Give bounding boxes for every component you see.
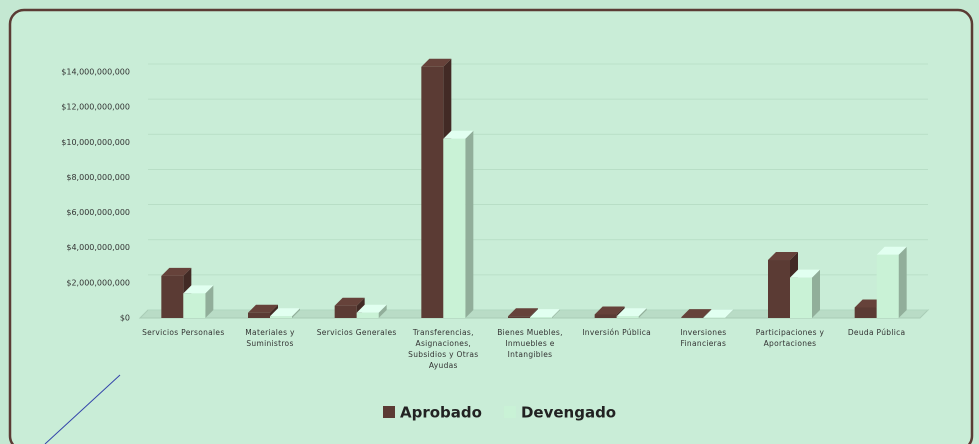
y-tick-label: $4,000,000,000 (66, 243, 130, 252)
y-tick-label: $8,000,000,000 (66, 173, 130, 182)
y-tick-label: $6,000,000,000 (66, 208, 130, 217)
bar-top (421, 58, 452, 67)
bar (876, 254, 899, 318)
bar (508, 316, 530, 318)
bar-side (378, 304, 387, 318)
bar (161, 275, 184, 318)
x-tick-label: Inversiones Financieras (680, 328, 727, 348)
bar-side (552, 309, 560, 318)
bar (616, 316, 639, 318)
y-tick-label: $0 (120, 314, 130, 323)
x-tick-label: Participaciones y Aportaciones (755, 328, 825, 348)
y-tick-label: $14,000,000,000 (61, 68, 130, 77)
bar-top (356, 304, 387, 313)
bar (443, 138, 466, 318)
legend-swatch (383, 406, 395, 418)
bar-top (183, 285, 214, 294)
bar-top (876, 246, 907, 255)
chart-frame (8, 8, 974, 444)
bar (768, 260, 790, 318)
bar-top (443, 130, 474, 139)
bar (248, 312, 270, 318)
bar-side (292, 308, 300, 318)
bar (790, 277, 812, 318)
bar-side (638, 308, 647, 318)
bar-top (248, 304, 278, 313)
legend-label: Aprobado (400, 404, 482, 422)
bar (183, 293, 206, 318)
bar (356, 312, 379, 318)
bar-top (681, 309, 712, 318)
x-tick-label: Inversión Pública (582, 328, 652, 337)
bar-side (898, 246, 907, 318)
y-tick-label: $2,000,000,000 (66, 278, 130, 287)
bar (530, 317, 552, 318)
bar-top (616, 308, 647, 317)
bar (334, 305, 357, 318)
bar (594, 314, 617, 318)
bar (270, 316, 292, 318)
bar (854, 307, 877, 318)
y-tick-label: $10,000,000,000 (61, 138, 130, 147)
x-tick-label: Bienes Muebles, Inmuebles e Intangibles (497, 328, 563, 359)
legend-swatch (503, 406, 516, 418)
bar-side (725, 309, 734, 318)
bar-side (205, 285, 214, 318)
bar-top (790, 269, 820, 278)
bar-top (508, 308, 538, 317)
decor-line (44, 374, 121, 444)
y-tick-label: $12,000,000,000 (61, 103, 130, 112)
bar-top (270, 308, 300, 317)
x-tick-label: Servicios Personales (142, 328, 225, 337)
x-tick-label: Transferencias, Asignaciones, Subsidios … (408, 328, 479, 370)
legend-label: Devengado (521, 404, 616, 422)
bar-top (334, 297, 365, 306)
bar-side (465, 130, 474, 318)
x-tick-label: Materiales y Suministros (245, 328, 295, 348)
x-tick-label: Servicios Generales (316, 328, 397, 337)
bar (681, 317, 704, 318)
x-tick-label: Deuda Pública (847, 328, 906, 337)
bar-top (594, 306, 625, 315)
bar-top (703, 309, 734, 318)
bar (421, 66, 444, 318)
bar-top (530, 309, 560, 318)
bar-top (768, 252, 798, 261)
bar-side (812, 269, 820, 318)
bar-top (161, 267, 192, 276)
